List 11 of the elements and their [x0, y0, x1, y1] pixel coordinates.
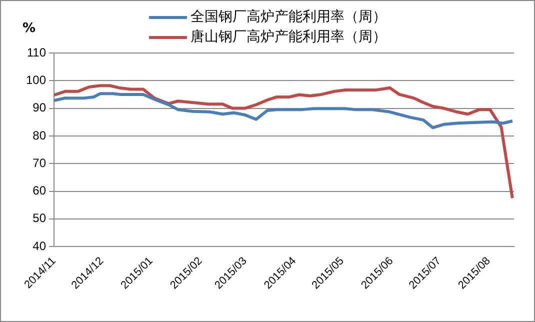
- y-tick-label: 60: [32, 184, 46, 198]
- y-tick-label: 80: [32, 128, 46, 142]
- y-tick-label: 40: [32, 238, 46, 253]
- y-tick-label: 50: [32, 211, 46, 226]
- legend-label: 唐山钢厂高炉产能利用率（周）: [190, 28, 386, 47]
- y-tick-label: 70: [32, 156, 46, 170]
- y-tick-label: 100: [26, 72, 46, 87]
- y-tick-label: 90: [32, 100, 46, 115]
- y-axis-title: %: [22, 20, 36, 36]
- legend-label: 全国钢厂高炉产能利用率（周）: [190, 8, 386, 27]
- y-tick-label: 110: [26, 45, 46, 60]
